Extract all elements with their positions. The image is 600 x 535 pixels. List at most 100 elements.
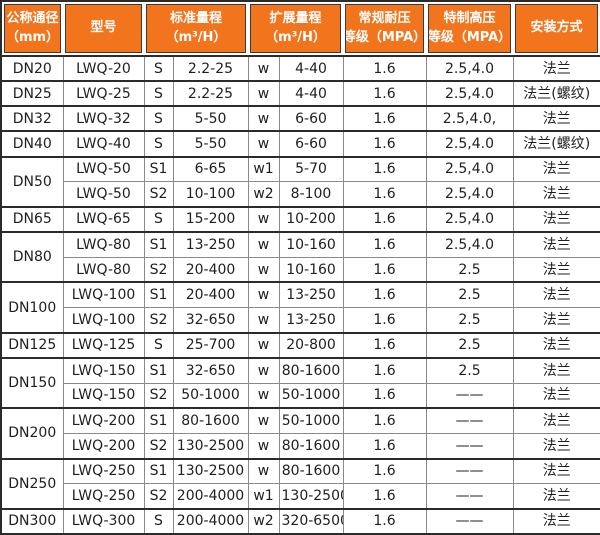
cell-high-pressure: 2.5,4.0	[425, 205, 514, 233]
cell-install-method: 法兰	[512, 307, 600, 334]
table-row: DN150 LWQ-150 S1 32-650 w 80-1600 1.6 2.5 法兰	[0, 356, 600, 409]
header-label-line1: 安装方式	[530, 20, 583, 36]
cell-extended-range: 80-1600	[278, 457, 344, 485]
col-header-extended-range: 扩展量程 （m³/H）	[248, 1, 343, 56]
cell-standard-range-code: S	[143, 54, 174, 82]
cell-standard-range: 2.2-25	[172, 80, 249, 107]
cell-high-pressure: 2.5,4.0	[425, 130, 514, 158]
cell-extended-range-code: w1	[247, 483, 280, 510]
cell-standard-range: 80-1600	[172, 407, 249, 434]
col-header-install-method: 安装方式	[513, 1, 600, 56]
cell-standard-range-code: S1	[143, 407, 174, 434]
table-row: DN20 LWQ-20 S 2.2-25 w 4-40 1.6 2.5,4.0 法兰	[0, 54, 600, 82]
cell-install-method: 法兰	[512, 181, 600, 208]
cell-standard-range-code: S	[143, 331, 174, 359]
cell-high-pressure: ——	[425, 483, 514, 510]
cell-install-method: 法兰	[512, 281, 600, 309]
cell-install-method: 法兰	[512, 256, 600, 283]
cell-model: LWQ-50	[62, 155, 145, 183]
table-row: LWQ-100 S2 32-650 w 13-250 1.6 2.5 法兰	[1, 307, 600, 334]
table-header: 公称通径 （mm） 型号 标准量程 （m³/H） 扩展量程 （m³	[1, 1, 600, 56]
cell-standard-range: 20-400	[172, 256, 249, 283]
table-row: LWQ-80 S2 20-400 w 10-160 1.6 2.5 法兰	[1, 256, 600, 283]
table-row: LWQ-250 S2 200-4000 w1 130-2500 1.6 —— 法兰	[1, 483, 600, 510]
cell-extended-range: 5-70	[278, 155, 344, 183]
cell-install-method: 法兰	[512, 407, 600, 434]
cell-standard-range: 20-400	[172, 281, 249, 309]
cell-install-method: 法兰(螺纹)	[512, 80, 600, 107]
cell-nominal-diameter: DN50	[0, 155, 64, 208]
cell-high-pressure: 2.5,4.0	[425, 80, 514, 107]
cell-extended-range: 10-200	[278, 205, 344, 233]
cell-install-method: 法兰	[512, 356, 600, 384]
cell-normal-pressure: 1.6	[342, 281, 427, 309]
cell-extended-range: 6-60	[278, 130, 344, 158]
cell-extended-range-code: w1	[247, 155, 280, 183]
col-header-standard-range: 标准量程 （m³/H）	[144, 1, 248, 56]
cell-high-pressure: 2.5,4.0	[425, 181, 514, 208]
col-header-model: 型号	[63, 1, 144, 56]
cell-install-method: 法兰	[512, 483, 600, 510]
col-header-high-pressure: 特制高压 等级（MPA）	[426, 1, 513, 56]
cell-normal-pressure: 1.6	[342, 307, 427, 334]
table-row: DN125 LWQ-125 S 25-700 w 20-800 1.6 2.5 法兰	[0, 331, 600, 359]
cell-standard-range-code: S2	[143, 307, 174, 334]
cell-install-method: 法兰	[512, 382, 600, 409]
cell-model: LWQ-25	[62, 80, 145, 107]
cell-install-method: 法兰	[512, 432, 600, 460]
col-header-normal-pressure: 常规耐压 等级（MPA）	[343, 1, 426, 56]
cell-extended-range: 8-100	[278, 181, 344, 208]
cell-normal-pressure: 1.6	[342, 432, 427, 460]
cell-model: LWQ-150	[62, 356, 145, 384]
cell-model: LWQ-100	[62, 307, 145, 334]
cell-nominal-diameter: DN300	[0, 507, 64, 535]
cell-model: LWQ-100	[62, 281, 145, 309]
cell-standard-range-code: S2	[143, 181, 174, 208]
cell-normal-pressure: 1.6	[342, 256, 427, 283]
cell-extended-range: 13-250	[278, 281, 344, 309]
cell-high-pressure: 2.5,4.0	[425, 54, 514, 82]
cell-normal-pressure: 1.6	[342, 205, 427, 233]
cell-standard-range-code: S	[143, 105, 174, 132]
cell-standard-range-code: S2	[143, 432, 174, 460]
cell-normal-pressure: 1.6	[342, 80, 427, 107]
header-label-line2: 等级（MPA）	[428, 29, 511, 45]
header-label-line2: （m³/H）	[265, 29, 326, 45]
cell-model: LWQ-200	[62, 432, 145, 460]
cell-standard-range: 5-50	[172, 130, 249, 158]
cell-high-pressure: 2.5	[425, 331, 514, 359]
cell-extended-range: 50-1000	[278, 382, 344, 409]
cell-install-method: 法兰	[512, 231, 600, 258]
cell-extended-range: 20-800	[278, 331, 344, 359]
header-row: 公称通径 （mm） 型号 标准量程 （m³/H） 扩展量程 （m³	[1, 1, 600, 56]
cell-nominal-diameter: DN250	[0, 457, 64, 510]
cell-normal-pressure: 1.6	[342, 155, 427, 183]
cell-standard-range: 5-50	[172, 105, 249, 132]
cell-model: LWQ-20	[62, 54, 145, 82]
cell-normal-pressure: 1.6	[342, 130, 427, 158]
header-label-line2: 等级（MPA）	[345, 29, 424, 45]
cell-model: LWQ-50	[62, 181, 145, 208]
header-label-line2: （m³/H）	[165, 29, 227, 45]
cell-extended-range-code: w2	[247, 181, 280, 208]
cell-high-pressure: ——	[425, 507, 514, 535]
cell-normal-pressure: 1.6	[342, 483, 427, 510]
cell-normal-pressure: 1.6	[342, 331, 427, 359]
col-header-nominal-diameter: 公称通径 （mm）	[1, 1, 63, 56]
cell-normal-pressure: 1.6	[342, 54, 427, 82]
table-row: DN50 LWQ-50 S1 6-65 w1 5-70 1.6 2.5,4.0 法兰	[0, 155, 600, 208]
cell-install-method: 法兰	[512, 507, 600, 535]
cell-nominal-diameter: DN65	[0, 205, 64, 233]
cell-model: LWQ-200	[62, 407, 145, 434]
cell-extended-range-code: w	[247, 356, 280, 384]
cell-extended-range-code: w	[247, 54, 280, 82]
cell-normal-pressure: 1.6	[342, 231, 427, 258]
cell-nominal-diameter: DN150	[0, 356, 64, 409]
cell-standard-range-code: S	[143, 80, 174, 107]
cell-standard-range: 130-2500	[172, 457, 249, 485]
cell-high-pressure: 2.5	[425, 356, 514, 384]
cell-standard-range-code: S1	[143, 231, 174, 258]
cell-standard-range-code: S1	[143, 356, 174, 384]
cell-nominal-diameter: DN20	[0, 54, 64, 82]
